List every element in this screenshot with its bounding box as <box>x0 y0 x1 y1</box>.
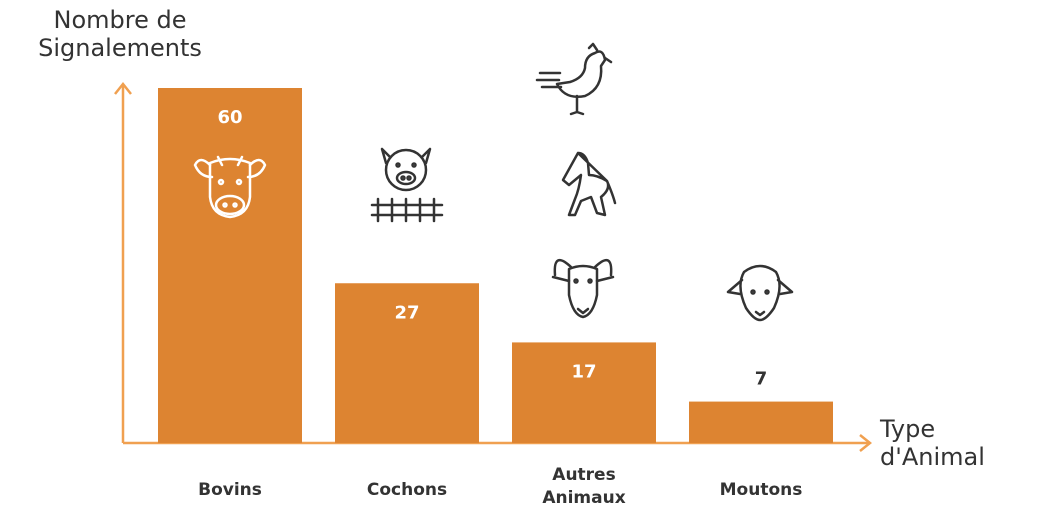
value-label: 17 <box>571 361 596 382</box>
bars: 60 27 17 7 <box>158 88 833 443</box>
chicken-icon <box>535 42 613 116</box>
value-label: 27 <box>394 302 419 323</box>
x-tick-label: Bovins <box>198 480 262 500</box>
x-axis-title: Type d'Animal <box>880 415 985 471</box>
value-label: 60 <box>217 107 242 128</box>
value-label: 7 <box>755 369 768 390</box>
x-axis-arrow <box>859 434 873 452</box>
pig-icon <box>370 147 444 223</box>
sheep-icon <box>726 264 794 322</box>
bar <box>512 342 656 443</box>
x-tick-label: Moutons <box>719 480 803 500</box>
bar <box>689 401 833 443</box>
horse-icon <box>561 151 617 217</box>
cow-icon <box>193 155 267 219</box>
y-axis-arrow <box>114 81 132 95</box>
x-tick-label: Autres Animaux <box>542 465 626 508</box>
y-axis-title: Nombre de Signalements <box>38 6 202 62</box>
bar <box>335 283 479 443</box>
x-tick-label: Cochons <box>366 480 448 500</box>
bar <box>158 88 302 443</box>
goat-icon <box>551 258 615 319</box>
